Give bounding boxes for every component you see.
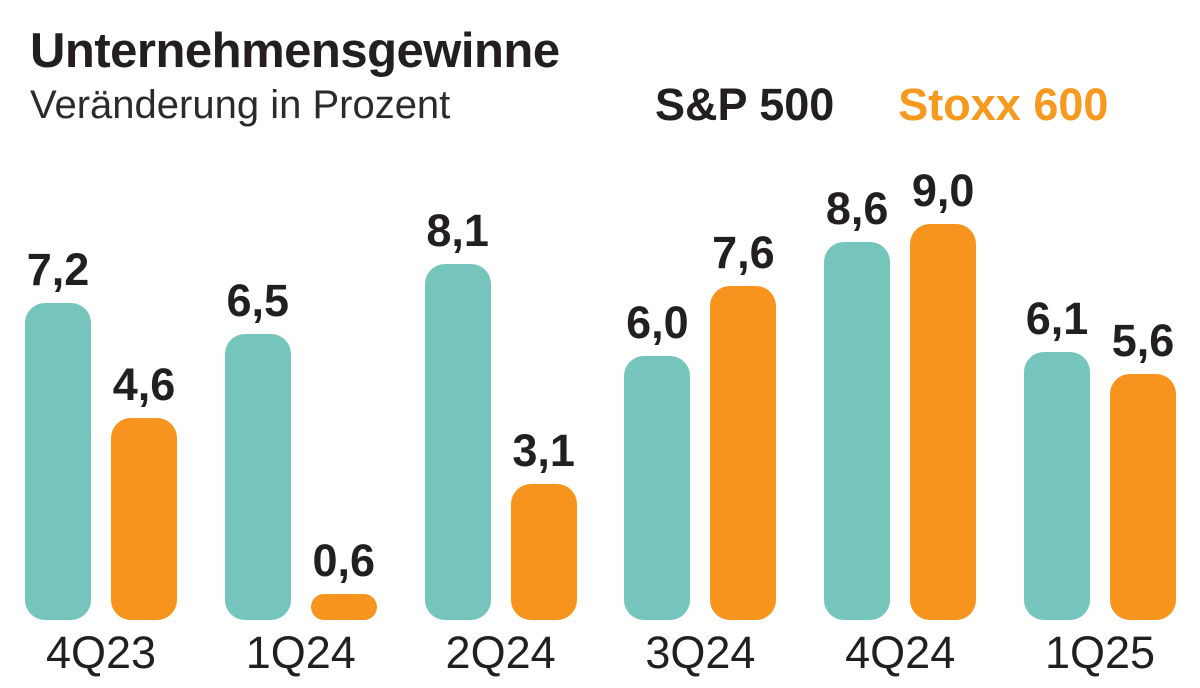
bar-column-sp500: 6,5 [224,275,291,620]
chart-title: Unternehmensgewinne [30,24,560,78]
bar-sp500 [224,334,291,620]
bar-column-sp500: 8,6 [824,183,891,620]
bar-value-label-sp500: 6,1 [1025,293,1089,344]
bar-value-label-sp500: 7,2 [26,244,90,295]
category-label: 4Q24 [845,627,956,678]
category-label: 1Q25 [1044,627,1156,678]
bar-group-1q24: 6,5 0,6 1Q24 [224,275,377,678]
bar-pair: 6,0 7,6 [624,227,777,620]
chart-header: Unternehmensgewinne Veränderung in Proze… [30,24,560,127]
bar-sp500 [824,242,891,620]
bar-groups: 7,2 4,6 4Q23 6,5 0,6 1Q24 8,1 3,1 2Q24 6,0 7,6 3Q24… [25,168,1176,675]
bar-value-label-stoxx600: 4,6 [112,359,176,410]
bar-value-label-sp500: 8,1 [426,205,489,256]
category-label: 2Q24 [445,627,556,678]
bar-column-stoxx600: 0,6 [310,535,377,620]
bar-pair: 7,2 4,6 [25,247,177,620]
bar-stoxx600 [1109,374,1176,620]
bar-sp500 [424,264,491,620]
bar-column-stoxx600: 5,6 [1109,315,1176,620]
bar-stoxx600 [310,594,377,620]
bar-value-label-stoxx600: 9,0 [911,165,975,216]
bar-group-3q24: 6,0 7,6 3Q24 [624,227,777,678]
chart-legend: S&P 500 Stoxx 600 [655,82,1108,127]
bar-sp500 [25,303,91,620]
legend-item-stoxx600: Stoxx 600 [898,79,1109,130]
bar-stoxx600 [710,286,777,620]
bar-pair: 6,1 5,6 [1023,293,1176,620]
bar-group-4q24: 8,6 9,0 4Q24 [824,165,977,678]
bar-value-label-stoxx600: 0,6 [312,535,376,586]
bar-value-label-stoxx600: 3,1 [512,425,575,476]
bar-group-1q25: 6,1 5,6 1Q25 [1023,293,1176,678]
bar-column-stoxx600: 7,6 [710,227,777,620]
category-label: 4Q23 [45,627,157,678]
bar-pair: 8,6 9,0 [824,165,977,620]
bar-column-sp500: 6,1 [1023,293,1090,620]
bar-stoxx600 [910,224,977,620]
legend-item-sp500: S&P 500 [655,79,835,130]
bar-column-stoxx600: 4,6 [111,362,177,620]
category-label: 1Q24 [245,627,356,678]
bar-column-sp500: 7,2 [25,247,91,620]
bar-stoxx600 [111,418,177,620]
bar-group-4q23: 7,2 4,6 4Q23 [25,247,177,675]
bar-column-sp500: 6,0 [624,297,691,620]
bar-pair: 8,1 3,1 [424,205,577,620]
bar-group-2q24: 8,1 3,1 2Q24 [424,205,577,678]
bar-value-label-sp500: 6,0 [626,297,689,348]
bar-column-stoxx600: 3,1 [510,425,577,620]
bar-column-sp500: 8,1 [424,205,491,620]
bar-stoxx600 [510,484,577,620]
bar-value-label-stoxx600: 7,6 [712,227,775,278]
bar-sp500 [1023,352,1090,620]
category-label: 3Q24 [645,627,756,678]
bar-pair: 6,5 0,6 [224,275,377,620]
bar-column-stoxx600: 9,0 [910,165,977,620]
bar-value-label-sp500: 6,5 [226,275,290,326]
bar-sp500 [624,356,691,620]
chart-subtitle: Veränderung in Prozent [30,82,451,127]
bar-value-label-stoxx600: 5,6 [1111,315,1175,366]
bar-value-label-sp500: 8,6 [825,183,889,234]
